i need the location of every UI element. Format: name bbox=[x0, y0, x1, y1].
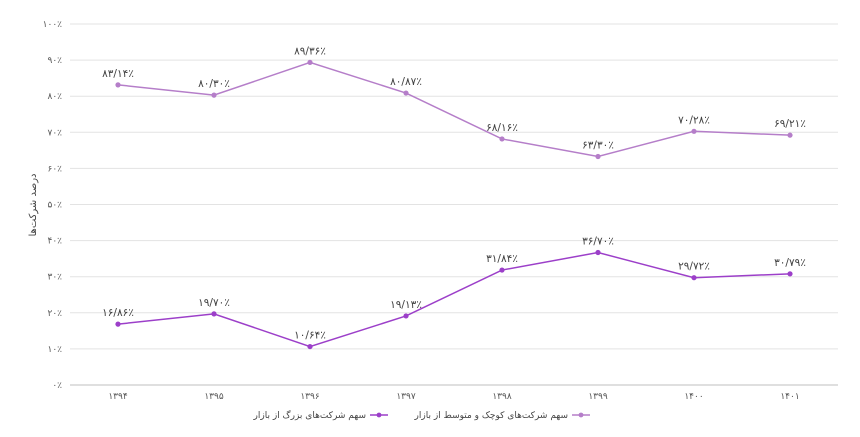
data-point bbox=[211, 92, 217, 98]
data-label: ۸۰/۳۰٪ bbox=[198, 78, 230, 90]
y-axis-label: درصد شرکت‌ها bbox=[28, 174, 39, 237]
data-label: ۱۰/۶۴٪ bbox=[294, 330, 326, 342]
data-label: ۷۰/۲۸٪ bbox=[678, 114, 710, 126]
x-tick-label: ۱۳۹۵ bbox=[204, 392, 224, 402]
x-tick-label: ۱۴۰۱ bbox=[780, 392, 799, 402]
y-tick-label: ۰٪ bbox=[52, 381, 62, 391]
data-point bbox=[595, 153, 601, 160]
y-tick-label: ۵۰٪ bbox=[47, 201, 62, 211]
data-point bbox=[499, 136, 505, 142]
legend-marker-2 bbox=[376, 412, 382, 418]
data-point bbox=[115, 321, 121, 327]
data-label: ۱۹/۱۳٪ bbox=[390, 299, 422, 311]
x-tick-label: ۱۳۹۶ bbox=[300, 392, 320, 402]
data-point bbox=[787, 271, 793, 277]
x-tick-label: ۱۳۹۴ bbox=[108, 392, 128, 402]
x-tick-label: ۱۳۹۸ bbox=[492, 392, 512, 402]
data-label: ۸۹/۳۶٪ bbox=[294, 45, 326, 57]
data-point bbox=[403, 313, 409, 319]
x-tick-label: ۱۴۰۰ bbox=[684, 392, 703, 402]
legend-label-1: سهم شرکت‌های کوچک و متوسط از بازار bbox=[414, 411, 568, 421]
legend-marker-1 bbox=[578, 412, 584, 418]
x-tick-label: ۱۳۹۹ bbox=[588, 392, 608, 402]
y-tick-label: ۱۰٪ bbox=[47, 345, 62, 355]
x-tick-label: ۱۳۹۷ bbox=[396, 392, 416, 402]
data-point bbox=[595, 249, 601, 256]
series-line-2 bbox=[117, 251, 791, 348]
legend-label-2: سهم شرکت‌های بزرگ از بازار bbox=[253, 409, 366, 421]
data-label: ۸۰/۸۷٪ bbox=[390, 76, 422, 88]
y-tick-label: ۱۰۰٪ bbox=[43, 20, 63, 30]
data-point bbox=[403, 90, 409, 96]
data-point bbox=[211, 311, 217, 317]
data-label: ۸۳/۱۴٪ bbox=[102, 68, 134, 80]
data-point bbox=[499, 267, 505, 273]
y-tick-label: ۷۰٪ bbox=[47, 128, 62, 138]
y-tick-label: ۴۰٪ bbox=[47, 237, 62, 247]
data-point bbox=[307, 59, 313, 66]
y-tick-label: ۹۰٪ bbox=[47, 56, 62, 66]
data-point bbox=[787, 132, 793, 138]
data-point bbox=[115, 82, 121, 88]
data-label: ۶۳/۳۰٪ bbox=[582, 139, 614, 151]
y-tick-label: ۸۰٪ bbox=[47, 92, 62, 102]
y-tick-label: ۶۰٪ bbox=[47, 164, 62, 174]
data-label: ۲۹/۷۲٪ bbox=[678, 261, 710, 273]
data-point bbox=[691, 275, 697, 281]
y-tick-label: ۳۰٪ bbox=[47, 273, 62, 283]
data-point bbox=[307, 343, 313, 350]
y-tick-label: ۲۰٪ bbox=[47, 309, 62, 319]
data-point bbox=[691, 128, 697, 134]
data-label: ۶۹/۲۱٪ bbox=[774, 118, 806, 130]
series-line-1 bbox=[117, 61, 791, 158]
data-label: ۳۰/۷۹٪ bbox=[774, 257, 806, 269]
data-label: ۳۱/۸۴٪ bbox=[486, 253, 518, 265]
legend: سهم شرکت‌های کوچک و متوسط از بازار سهم شر… bbox=[253, 409, 590, 421]
data-label: ۱۶/۸۶٪ bbox=[102, 307, 134, 319]
data-label: ۱۹/۷۰٪ bbox=[198, 297, 230, 309]
data-label: ۶۸/۱۶٪ bbox=[486, 122, 518, 134]
data-label: ۳۶/۷۰٪ bbox=[582, 236, 614, 248]
